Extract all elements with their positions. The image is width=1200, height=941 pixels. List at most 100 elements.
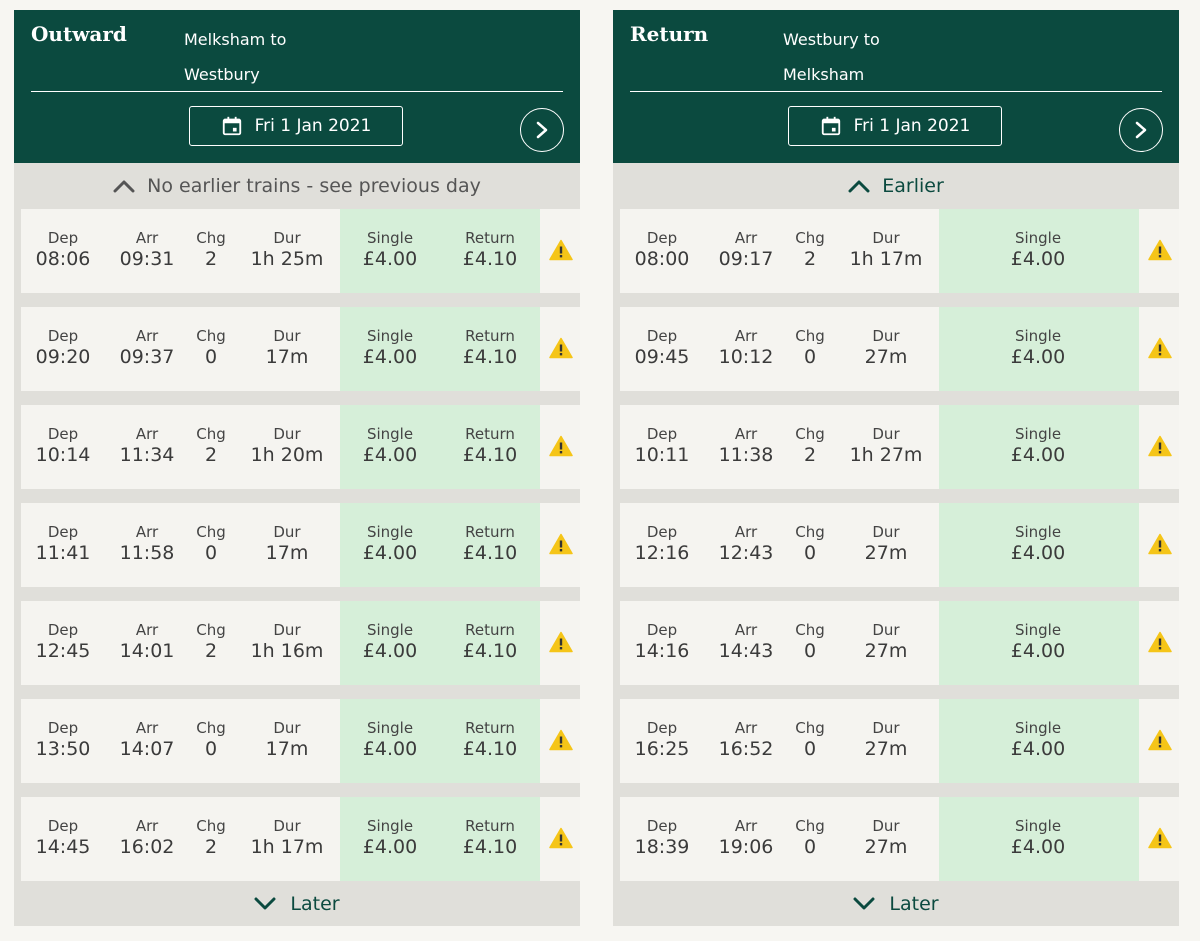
chg-value: 2	[204, 836, 218, 858]
journey-row[interactable]: Dep 11:41 Arr 11:58 Chg 0 Dur 17m Single £4.00 Ret…	[21, 503, 580, 587]
return-fare[interactable]: Return £4.10	[463, 425, 517, 467]
single-fare[interactable]: Single £4.00	[1011, 425, 1065, 467]
return-header: Return Westbury to Melksham Fri 1 Jan 20…	[613, 10, 1179, 163]
single-fare-price: £4.00	[362, 444, 418, 466]
warning-icon[interactable]	[549, 631, 573, 653]
arr-label: Arr	[734, 523, 758, 541]
return-fare[interactable]: Return £4.10	[463, 621, 517, 663]
journey-row[interactable]: Dep 08:06 Arr 09:31 Chg 2 Dur 1h 25m Single £4.00…	[21, 209, 580, 293]
fare-area[interactable]	[939, 503, 1139, 587]
fare-area[interactable]	[340, 601, 540, 685]
arr-value: 16:02	[119, 836, 175, 858]
single-fare[interactable]: Single £4.00	[363, 327, 417, 369]
outward-next-day-button[interactable]	[520, 108, 564, 152]
dep-value: 10:11	[634, 444, 690, 466]
fare-area[interactable]	[939, 405, 1139, 489]
single-fare-label: Single	[1014, 719, 1062, 737]
single-fare[interactable]: Single £4.00	[1011, 229, 1065, 271]
fare-area[interactable]	[340, 209, 540, 293]
warning-icon[interactable]	[1148, 435, 1172, 457]
single-fare[interactable]: Single £4.00	[363, 719, 417, 761]
fare-area[interactable]	[340, 307, 540, 391]
return-next-day-button[interactable]	[1119, 108, 1163, 152]
single-fare-price: £4.00	[362, 836, 418, 858]
warning-icon[interactable]	[1148, 631, 1172, 653]
single-fare[interactable]: Single £4.00	[363, 425, 417, 467]
fare-area[interactable]	[939, 699, 1139, 783]
single-fare[interactable]: Single £4.00	[363, 229, 417, 271]
warning-icon[interactable]	[549, 827, 573, 849]
journey-row[interactable]: Dep 12:45 Arr 14:01 Chg 2 Dur 1h 16m Single £4.00…	[21, 601, 580, 685]
return-fare[interactable]: Return £4.10	[463, 229, 517, 271]
return-fare[interactable]: Return £4.10	[463, 327, 517, 369]
dur-label: Dur	[273, 229, 301, 247]
single-fare[interactable]: Single £4.00	[1011, 817, 1065, 859]
journey-row[interactable]: Dep 09:45 Arr 10:12 Chg 0 Dur 27m Single £4.00	[620, 307, 1179, 391]
single-fare-label: Single	[366, 817, 414, 835]
journey-row[interactable]: Dep 14:45 Arr 16:02 Chg 2 Dur 1h 17m Single £4.00…	[21, 797, 580, 881]
return-fare-label: Return	[465, 523, 515, 541]
journey-row[interactable]: Dep 10:14 Arr 11:34 Chg 2 Dur 1h 20m Single £4.00…	[21, 405, 580, 489]
outward-date-button[interactable]: Fri 1 Jan 2021	[189, 106, 403, 146]
return-earlier-button[interactable]: Earlier	[613, 163, 1179, 209]
single-fare[interactable]: Single £4.00	[363, 817, 417, 859]
arr-cell: Arr 16:02	[120, 817, 175, 859]
return-fare[interactable]: Return £4.10	[463, 719, 517, 761]
fare-area[interactable]	[340, 797, 540, 881]
fare-area[interactable]	[939, 209, 1139, 293]
journey-row[interactable]: Dep 14:16 Arr 14:43 Chg 0 Dur 27m Single £4.00	[620, 601, 1179, 685]
chg-label: Chg	[795, 425, 825, 443]
single-fare[interactable]: Single £4.00	[1011, 327, 1065, 369]
dep-value: 12:16	[634, 542, 690, 564]
warning-icon[interactable]	[1148, 239, 1172, 261]
fare-area[interactable]	[340, 405, 540, 489]
journey-row[interactable]: Dep 13:50 Arr 14:07 Chg 0 Dur 17m Single £4.00 Ret…	[21, 699, 580, 783]
journey-row[interactable]: Dep 08:00 Arr 09:17 Chg 2 Dur 1h 17m Single £4.00	[620, 209, 1179, 293]
fare-area[interactable]	[340, 699, 540, 783]
chg-label: Chg	[196, 229, 226, 247]
outward-later-button[interactable]: Later	[14, 881, 580, 926]
dur-label: Dur	[872, 719, 900, 737]
dep-label: Dep	[47, 621, 79, 639]
fare-area[interactable]	[939, 307, 1139, 391]
fare-area[interactable]	[939, 601, 1139, 685]
arr-label: Arr	[135, 425, 159, 443]
arr-label: Arr	[135, 817, 159, 835]
journey-row[interactable]: Dep 12:16 Arr 12:43 Chg 0 Dur 27m Single £4.00	[620, 503, 1179, 587]
return-fare[interactable]: Return £4.10	[463, 817, 517, 859]
warning-icon[interactable]	[1148, 533, 1172, 555]
chg-value: 2	[204, 444, 218, 466]
single-fare[interactable]: Single £4.00	[1011, 621, 1065, 663]
chg-label: Chg	[196, 425, 226, 443]
return-fare[interactable]: Return £4.10	[463, 523, 517, 565]
single-fare[interactable]: Single £4.00	[1011, 523, 1065, 565]
return-panel: Return Westbury to Melksham Fri 1 Jan 20…	[613, 10, 1179, 926]
journey-row[interactable]: Dep 16:25 Arr 16:52 Chg 0 Dur 27m Single £4.00	[620, 699, 1179, 783]
chg-cell: Chg 2	[795, 229, 825, 271]
single-fare[interactable]: Single £4.00	[1011, 719, 1065, 761]
warning-icon[interactable]	[1148, 729, 1172, 751]
return-from: Westbury to	[783, 30, 880, 49]
dur-cell: Dur 1h 17m	[850, 229, 923, 271]
dur-value: 27m	[864, 836, 908, 858]
return-date-button[interactable]: Fri 1 Jan 2021	[788, 106, 1002, 146]
warning-icon[interactable]	[1148, 337, 1172, 359]
single-fare[interactable]: Single £4.00	[363, 621, 417, 663]
warning-icon[interactable]	[549, 337, 573, 359]
return-to: Melksham	[783, 65, 865, 84]
warning-icon[interactable]	[549, 239, 573, 261]
warning-icon[interactable]	[549, 435, 573, 457]
dur-label: Dur	[273, 621, 301, 639]
chg-label: Chg	[795, 817, 825, 835]
single-fare[interactable]: Single £4.00	[363, 523, 417, 565]
warning-icon[interactable]	[549, 729, 573, 751]
fare-area[interactable]	[939, 797, 1139, 881]
return-later-button[interactable]: Later	[613, 881, 1179, 926]
chg-value: 0	[204, 738, 218, 760]
journey-row[interactable]: Dep 09:20 Arr 09:37 Chg 0 Dur 17m Single £4.00 Ret…	[21, 307, 580, 391]
warning-icon[interactable]	[549, 533, 573, 555]
warning-icon[interactable]	[1148, 827, 1172, 849]
journey-row[interactable]: Dep 10:11 Arr 11:38 Chg 2 Dur 1h 27m Single £4.00	[620, 405, 1179, 489]
journey-row[interactable]: Dep 18:39 Arr 19:06 Chg 0 Dur 27m Single £4.00	[620, 797, 1179, 881]
fare-area[interactable]	[340, 503, 540, 587]
